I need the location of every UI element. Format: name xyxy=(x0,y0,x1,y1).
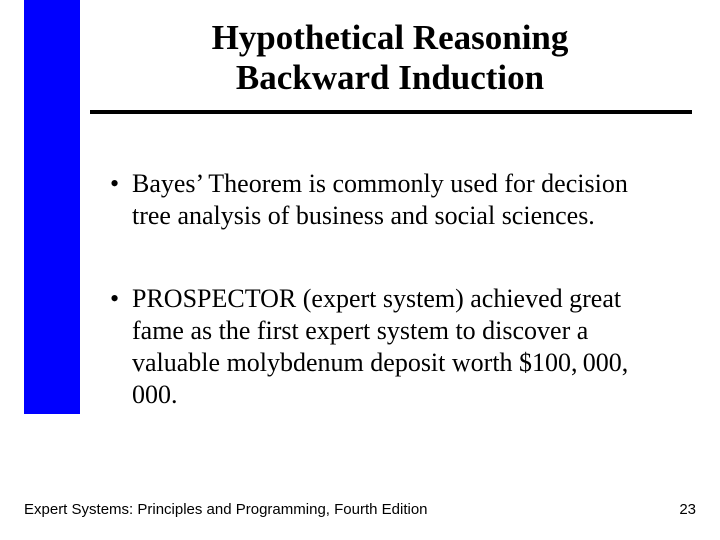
page-number: 23 xyxy=(679,501,696,518)
accent-bar xyxy=(24,0,80,414)
bullet-text: PROSPECTOR (expert system) achieved grea… xyxy=(132,283,660,410)
bullet-item: • Bayes’ Theorem is commonly used for de… xyxy=(110,168,660,231)
bullet-dot-icon: • xyxy=(110,168,132,231)
title-underline xyxy=(90,110,692,114)
slide-footer: Expert Systems: Principles and Programmi… xyxy=(24,501,696,518)
bullet-text: Bayes’ Theorem is commonly used for deci… xyxy=(132,168,660,231)
slide-title: Hypothetical Reasoning Backward Inductio… xyxy=(90,18,690,99)
title-line-1: Hypothetical Reasoning xyxy=(212,18,569,57)
bullet-item: • PROSPECTOR (expert system) achieved gr… xyxy=(110,283,660,410)
footer-source: Expert Systems: Principles and Programmi… xyxy=(24,501,428,518)
title-line-2: Backward Induction xyxy=(236,58,544,97)
slide-body: • Bayes’ Theorem is commonly used for de… xyxy=(110,168,660,462)
bullet-dot-icon: • xyxy=(110,283,132,410)
